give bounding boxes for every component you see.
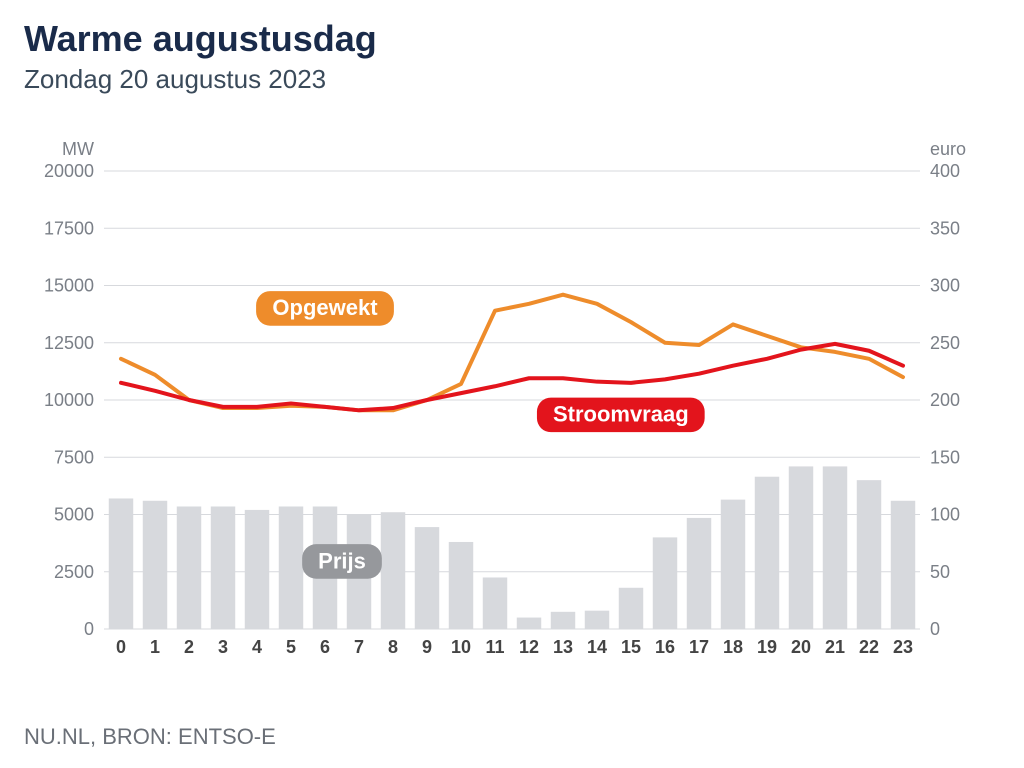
svg-text:17: 17 bbox=[689, 637, 709, 657]
price-bar bbox=[211, 506, 235, 629]
price-bar bbox=[483, 577, 507, 629]
svg-text:7: 7 bbox=[354, 637, 364, 657]
price-bar bbox=[279, 506, 303, 629]
price-bar bbox=[619, 588, 643, 629]
svg-text:1: 1 bbox=[150, 637, 160, 657]
y-left-ticks: 0 2500 5000 7500 10000 12500 15000 17500 20000 bbox=[44, 161, 94, 639]
price-bar bbox=[891, 501, 915, 629]
svg-text:0: 0 bbox=[116, 637, 126, 657]
svg-text:11: 11 bbox=[485, 637, 504, 657]
svg-text:16: 16 bbox=[655, 637, 675, 657]
y-left-unit: MW bbox=[62, 139, 94, 159]
svg-text:5000: 5000 bbox=[54, 505, 94, 525]
svg-text:2500: 2500 bbox=[54, 562, 94, 582]
price-bar bbox=[551, 612, 575, 629]
svg-text:50: 50 bbox=[930, 562, 950, 582]
price-bar bbox=[789, 466, 813, 629]
svg-text:200: 200 bbox=[930, 390, 960, 410]
svg-text:Stroomvraag: Stroomvraag bbox=[553, 402, 689, 427]
svg-text:5: 5 bbox=[286, 637, 296, 657]
price-bar bbox=[381, 512, 405, 629]
svg-text:18: 18 bbox=[723, 637, 743, 657]
svg-text:Opgewekt: Opgewekt bbox=[272, 295, 378, 320]
svg-text:3: 3 bbox=[218, 637, 228, 657]
y-right-ticks: 0 50 100 150 200 250 300 350 400 bbox=[930, 161, 960, 639]
x-ticks: 01234567891011121314151617181920212223 bbox=[116, 637, 913, 657]
dual-axis-chart: MWeuro0250050007500100001250015000175002… bbox=[24, 123, 1000, 683]
bars-prijs bbox=[109, 466, 915, 629]
price-bar bbox=[143, 501, 167, 629]
svg-text:10000: 10000 bbox=[44, 390, 94, 410]
price-bar bbox=[653, 537, 677, 629]
svg-text:9: 9 bbox=[422, 637, 432, 657]
price-bar bbox=[721, 500, 745, 629]
svg-text:400: 400 bbox=[930, 161, 960, 181]
price-bar bbox=[245, 510, 269, 629]
svg-text:350: 350 bbox=[930, 218, 960, 238]
chart-container: MWeuro0250050007500100001250015000175002… bbox=[24, 123, 1000, 683]
svg-text:12500: 12500 bbox=[44, 333, 94, 353]
svg-text:20000: 20000 bbox=[44, 161, 94, 181]
svg-text:0: 0 bbox=[930, 619, 940, 639]
svg-text:Prijs: Prijs bbox=[318, 548, 366, 573]
badge-stroomvraag: Stroomvraag bbox=[537, 398, 705, 433]
page-subtitle: Zondag 20 augustus 2023 bbox=[24, 64, 1000, 95]
price-bar bbox=[449, 542, 473, 629]
price-bar bbox=[585, 611, 609, 629]
svg-text:4: 4 bbox=[252, 637, 262, 657]
page-title: Warme augustusdag bbox=[24, 18, 1000, 60]
svg-text:17500: 17500 bbox=[44, 218, 94, 238]
price-bar bbox=[755, 477, 779, 629]
svg-text:100: 100 bbox=[930, 505, 960, 525]
svg-text:21: 21 bbox=[825, 637, 845, 657]
svg-text:23: 23 bbox=[893, 637, 913, 657]
source-attribution: NU.NL, BRON: ENTSO-E bbox=[24, 724, 276, 750]
svg-text:15: 15 bbox=[621, 637, 641, 657]
svg-text:10: 10 bbox=[451, 637, 471, 657]
price-bar bbox=[823, 466, 847, 629]
price-bar bbox=[109, 498, 133, 629]
svg-text:8: 8 bbox=[388, 637, 398, 657]
svg-text:150: 150 bbox=[930, 447, 960, 467]
badge-prijs: Prijs bbox=[302, 544, 382, 579]
badge-opgewekt: Opgewekt bbox=[256, 291, 394, 326]
svg-text:20: 20 bbox=[791, 637, 811, 657]
svg-text:15000: 15000 bbox=[44, 276, 94, 296]
price-bar bbox=[687, 518, 711, 629]
y-right-unit: euro bbox=[930, 139, 966, 159]
svg-text:2: 2 bbox=[184, 637, 194, 657]
svg-text:22: 22 bbox=[859, 637, 879, 657]
price-bar bbox=[177, 506, 201, 629]
price-bar bbox=[415, 527, 439, 629]
svg-text:14: 14 bbox=[587, 637, 607, 657]
svg-text:7500: 7500 bbox=[54, 447, 94, 467]
svg-text:300: 300 bbox=[930, 276, 960, 296]
price-bar bbox=[857, 480, 881, 629]
svg-text:6: 6 bbox=[320, 637, 330, 657]
svg-text:250: 250 bbox=[930, 333, 960, 353]
price-bar bbox=[517, 618, 541, 629]
svg-text:0: 0 bbox=[84, 619, 94, 639]
svg-text:19: 19 bbox=[757, 637, 777, 657]
svg-text:13: 13 bbox=[553, 637, 573, 657]
svg-text:12: 12 bbox=[519, 637, 539, 657]
